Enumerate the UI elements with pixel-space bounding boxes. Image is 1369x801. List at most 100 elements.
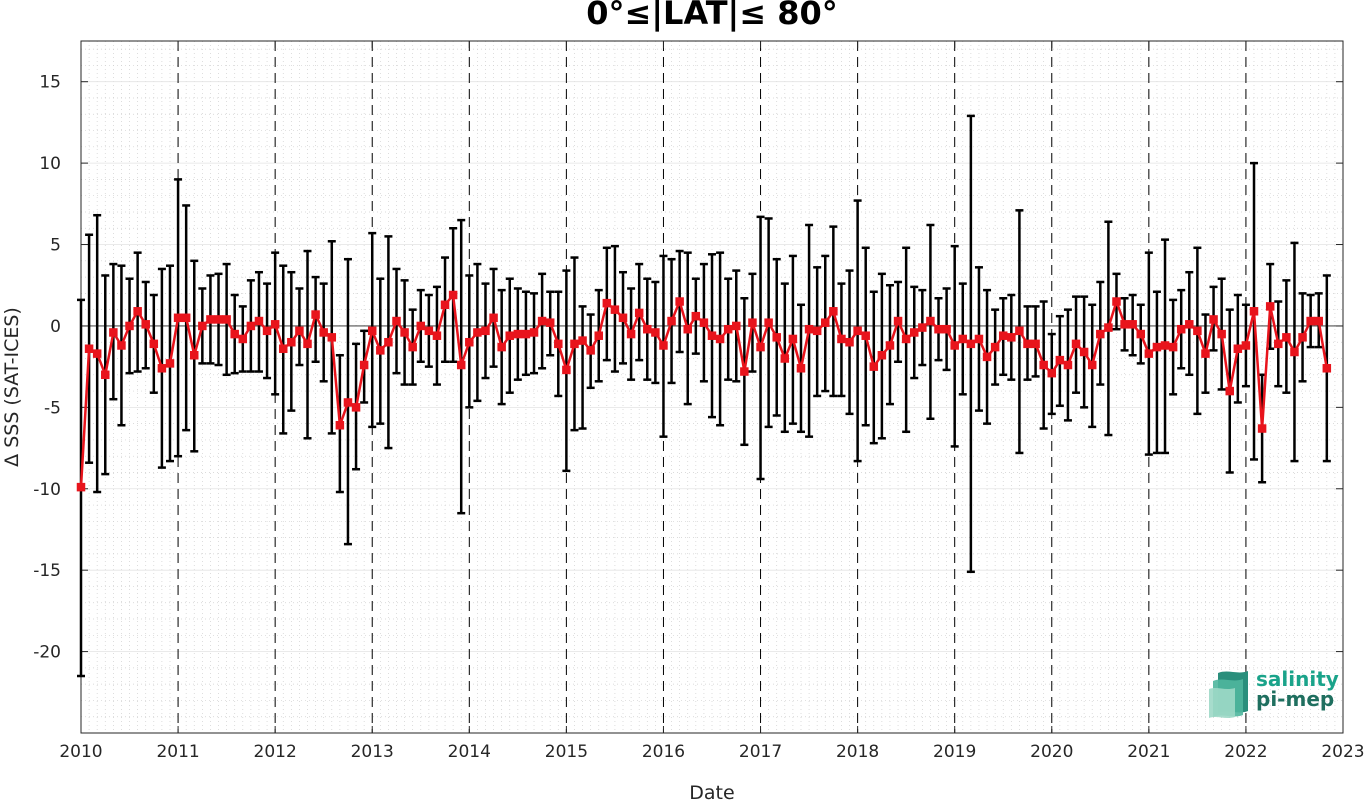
data-point-marker [222,315,231,324]
data-point-marker [400,328,409,337]
data-point-marker [465,337,474,347]
x-tick-label: 2021 [1127,742,1170,762]
logo-text-bottom: pi-mep [1256,687,1335,711]
data-point-marker [230,329,239,339]
data-point-marker [651,328,660,337]
data-point-marker [84,344,94,353]
data-point-marker [578,336,587,345]
data-point-marker [181,313,191,323]
data-point-marker [1152,342,1162,352]
data-point-marker [262,326,272,336]
data-point-marker [1193,326,1202,336]
x-tick-label: 2012 [254,742,297,762]
data-point-marker [416,321,426,331]
data-point-marker [570,339,579,349]
logo-text-top: salinity [1256,667,1339,691]
data-point-marker [214,315,223,324]
data-point-marker [303,339,312,349]
data-point-marker [845,337,854,347]
data-point-marker [982,352,992,362]
x-tick-label: 2018 [836,742,879,762]
data-point-marker [643,324,652,334]
data-point-marker [699,318,709,327]
data-point-marker [602,298,612,308]
data-point-marker [190,350,199,360]
data-point-marker [254,316,264,326]
data-point-marker [740,367,749,376]
data-point-marker [707,331,717,340]
data-point-marker [246,321,256,331]
data-point-marker [586,346,595,355]
data-point-marker [440,300,450,310]
data-point-marker [1128,320,1137,329]
x-tick-label: 2019 [933,742,976,762]
data-point-marker [1104,323,1113,332]
data-point-marker [829,307,838,316]
data-point-marker [278,344,288,353]
data-point-marker [554,339,563,349]
data-point-marker [408,342,417,352]
y-axis-label: Δ SSS (SAT-ICES) [1,307,23,467]
x-tick-labels: 2010 2011 2012 2013 2014 2015 2016 2017 2018 2019… [59,742,1364,762]
data-point-marker [1112,297,1121,306]
data-point-marker [270,320,280,329]
data-point-marker [359,360,369,370]
data-point-marker [610,305,620,314]
data-point-marker [675,297,684,306]
data-point-marker [473,328,482,337]
data-point-marker [125,321,134,331]
chart-title: 0°≤|LAT|≤ 80° [586,0,838,32]
data-point-marker [367,326,377,336]
data-point-marker [432,331,442,340]
data-point-marker [1217,329,1226,339]
data-point-marker [505,331,515,340]
y-tick-label: -10 [33,480,61,500]
data-point-marker [206,315,215,324]
data-point-marker [1201,349,1210,358]
x-tick-label: 2020 [1030,742,1073,762]
data-point-marker [942,324,951,334]
data-point-marker [821,318,830,327]
data-point-marker [392,316,401,326]
data-point-marker [513,329,523,339]
data-point-marker [537,316,547,326]
data-point-marker [157,364,167,373]
y-tick-label: -5 [44,398,61,418]
data-point-marker [869,362,879,371]
data-point-marker [837,334,846,344]
series-markers [76,290,1332,492]
data-point-marker [901,334,911,344]
y-tick-label: 15 [39,73,61,93]
data-point-marker [1225,386,1234,396]
data-point-marker [1063,360,1073,370]
data-point-marker [1047,368,1057,378]
data-point-marker [1233,344,1243,353]
data-point-marker [1087,360,1097,370]
data-point-marker [683,324,692,334]
data-point-marker [1290,347,1299,357]
data-point-marker [295,326,304,336]
y-tick-label: 10 [39,154,61,174]
data-point-marker [133,307,142,316]
data-point-marker [1039,360,1048,370]
data-point-marker [351,403,361,412]
x-tick-label: 2022 [1224,742,1267,762]
x-tick-label: 2011 [156,742,199,762]
data-point-marker [1314,316,1323,326]
data-point-marker [529,328,539,337]
data-point-marker [715,334,725,344]
data-point-marker [76,482,86,492]
data-point-marker [319,328,328,337]
y-tick-label: 5 [50,236,61,256]
data-point-marker [1265,302,1275,311]
x-tick-label: 2013 [351,742,394,762]
data-point-marker [1306,316,1315,326]
minor-grid [81,41,1343,733]
data-point-marker [376,346,385,355]
data-point-marker [489,313,498,323]
axis-ticks [80,41,1344,733]
data-point-marker [521,329,531,339]
data-point-marker [92,349,102,358]
data-point-marker [732,321,741,331]
data-point-marker [748,318,757,327]
